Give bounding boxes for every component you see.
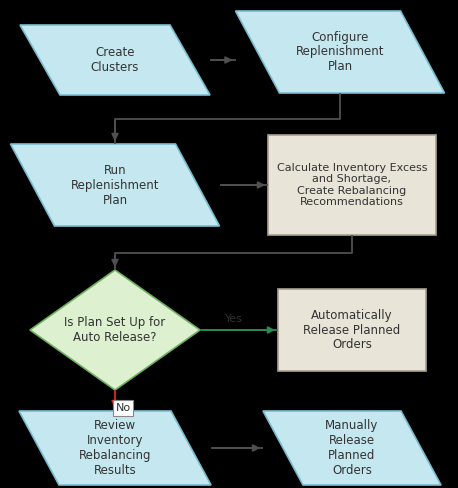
Text: Run
Replenishment
Plan: Run Replenishment Plan <box>71 163 159 206</box>
Polygon shape <box>19 411 211 485</box>
Polygon shape <box>30 270 200 390</box>
Polygon shape <box>11 144 219 226</box>
Polygon shape <box>235 11 445 93</box>
Text: No: No <box>115 403 131 413</box>
Bar <box>278 289 426 371</box>
Text: Is Plan Set Up for
Auto Release?: Is Plan Set Up for Auto Release? <box>65 316 166 344</box>
Text: Manually
Release
Planned
Orders: Manually Release Planned Orders <box>325 419 379 477</box>
Text: Calculate Inventory Excess
and Shortage,
Create Rebalancing
Recommendations: Calculate Inventory Excess and Shortage,… <box>277 163 427 207</box>
Text: Automatically
Release Planned
Orders: Automatically Release Planned Orders <box>303 308 401 351</box>
Text: Yes: Yes <box>225 314 243 324</box>
Text: Create
Clusters: Create Clusters <box>91 46 139 74</box>
Text: Configure
Replenishment
Plan: Configure Replenishment Plan <box>296 30 384 74</box>
Polygon shape <box>20 25 210 95</box>
Text: Review
Inventory
Rebalancing
Results: Review Inventory Rebalancing Results <box>79 419 151 477</box>
Bar <box>268 135 436 235</box>
Polygon shape <box>263 411 441 485</box>
